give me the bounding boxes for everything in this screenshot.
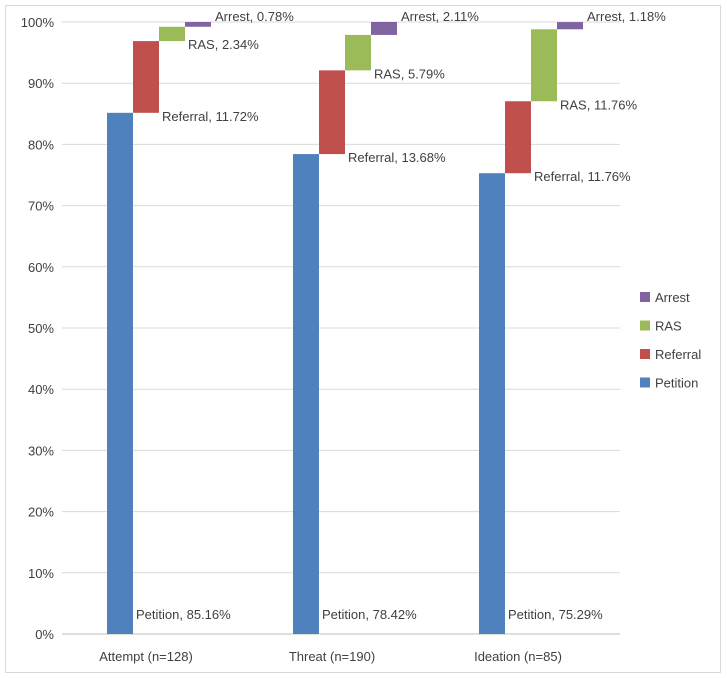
bar-arrest — [371, 22, 397, 35]
legend-label-referral: Referral — [655, 347, 701, 362]
bar-arrest — [185, 22, 211, 27]
y-tick-label: 20% — [28, 505, 54, 520]
data-label-petition: Petition, 78.42% — [322, 607, 417, 622]
y-tick-label: 40% — [28, 382, 54, 397]
legend-swatch-ras — [640, 320, 650, 331]
data-label-ras: RAS, 2.34% — [188, 37, 259, 52]
data-label-arrest: Arrest, 0.78% — [215, 9, 294, 24]
y-tick-label: 100% — [21, 15, 55, 30]
bar-referral — [133, 41, 159, 113]
bar-ras — [531, 29, 557, 102]
x-axis-categories: Attempt (n=128) Threat (n=190) Ideation (n… — [99, 649, 562, 664]
legend: Arrest RAS Referral Petition — [640, 290, 701, 391]
data-label-referral: Referral, 11.76% — [534, 169, 631, 184]
legend-swatch-referral — [640, 349, 650, 359]
legend-label-ras: RAS — [655, 319, 682, 334]
data-label-ras: RAS, 11.76% — [560, 97, 638, 112]
legend-swatch-petition — [640, 377, 650, 388]
legend-swatch-arrest — [640, 292, 650, 302]
bar-arrest — [557, 22, 583, 30]
data-label-referral: Referral, 11.72% — [162, 109, 259, 124]
bar-ras — [159, 26, 185, 42]
data-label-ras: RAS, 5.79% — [374, 66, 445, 81]
legend-label-arrest: Arrest — [655, 290, 690, 305]
y-tick-label: 70% — [28, 199, 54, 214]
data-label-arrest: Arrest, 1.18% — [587, 9, 666, 24]
y-tick-label: 60% — [28, 260, 54, 275]
x-category-label: Threat (n=190) — [289, 649, 375, 664]
bar-petition — [293, 154, 319, 635]
data-labels: Petition, 85.16% Referral, 11.72% RAS, 2.3… — [136, 9, 666, 622]
bar-referral — [319, 70, 345, 155]
bar-referral — [505, 101, 531, 174]
y-axis-ticks: 0% 10% 20% 30% 40% 50% 60% 70% 80% 90% 100% — [21, 15, 55, 642]
y-tick-label: 50% — [28, 321, 54, 336]
x-category-label: Attempt (n=128) — [99, 649, 193, 664]
bars — [107, 22, 583, 635]
y-tick-label: 80% — [28, 137, 54, 152]
legend-label-petition: Petition — [655, 376, 698, 391]
bar-petition — [107, 112, 133, 634]
data-label-referral: Referral, 13.68% — [348, 150, 446, 165]
x-category-label: Ideation (n=85) — [474, 649, 562, 664]
bar-petition — [479, 173, 505, 634]
y-tick-label: 90% — [28, 76, 54, 91]
data-label-petition: Petition, 75.29% — [508, 607, 603, 622]
bar-ras — [345, 34, 371, 71]
data-label-petition: Petition, 85.16% — [136, 607, 231, 622]
y-tick-label: 10% — [28, 566, 54, 581]
y-tick-label: 30% — [28, 443, 54, 458]
data-label-arrest: Arrest, 2.11% — [401, 9, 479, 24]
y-tick-label: 0% — [35, 627, 54, 642]
